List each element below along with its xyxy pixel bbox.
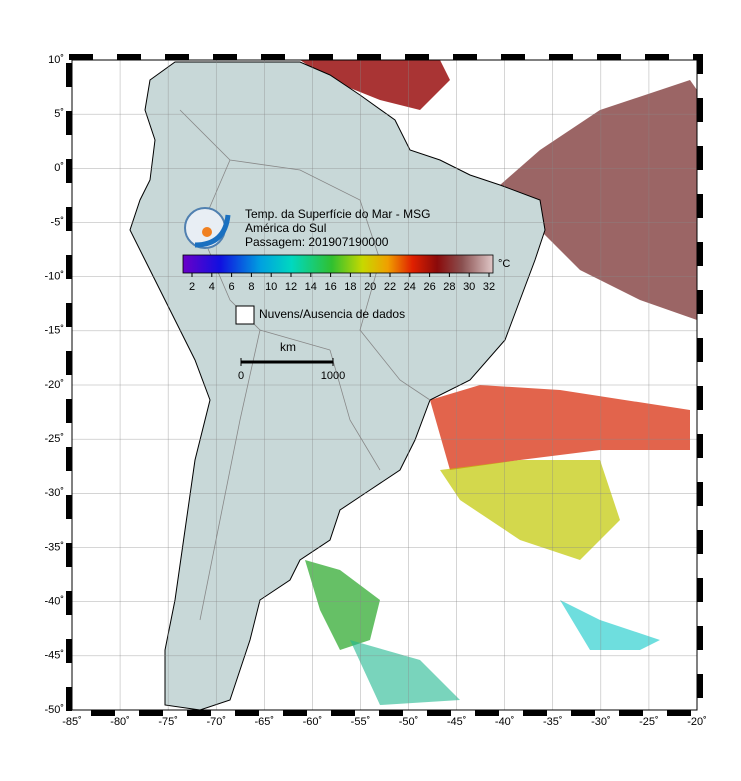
colorbar	[182, 254, 494, 274]
sst-patagonia-teal	[350, 640, 460, 705]
colorbar-tick-label: 24	[404, 281, 416, 293]
lon-label: -50˚	[399, 716, 419, 728]
colorbar-tick-label: 30	[463, 281, 475, 293]
lon-label: -40˚	[495, 716, 515, 728]
colorbar-tick-label: 4	[209, 281, 215, 293]
title-line: América do Sul	[245, 221, 326, 235]
legend-label: Nuvens/Ausencia de dados	[259, 307, 405, 321]
lat-label: 0˚	[54, 162, 64, 174]
lat-label: -25˚	[44, 433, 64, 445]
lat-label: -10˚	[44, 271, 64, 283]
colorbar-unit: °C	[498, 258, 510, 270]
lon-label: -35˚	[543, 716, 563, 728]
lat-label: 5˚	[54, 108, 64, 120]
colorbar-tick-label: 10	[265, 281, 277, 293]
lat-label: 10˚	[48, 54, 64, 66]
lat-label: -50˚	[44, 704, 64, 716]
continent	[129, 61, 546, 710]
sst-tropical	[500, 80, 697, 320]
title-line: Passagem: 201907190000	[245, 235, 389, 249]
colorbar-tick-label: 6	[229, 281, 235, 293]
sst-cyan	[560, 600, 660, 650]
colorbar-tick-label: 28	[443, 281, 455, 293]
colorbar-tick-label: 14	[305, 281, 317, 293]
colorbar-tick-label: 12	[285, 281, 297, 293]
scale-label: 0	[238, 370, 244, 382]
lat-label: -30˚	[44, 487, 64, 499]
borders	[179, 109, 431, 621]
sst-patagonia-green	[305, 560, 380, 650]
lat-label: -45˚	[44, 650, 64, 662]
lon-label: -45˚	[447, 716, 467, 728]
colorbar-tick-label: 26	[423, 281, 435, 293]
scale-label: 1000	[321, 370, 345, 382]
lat-label: -15˚	[44, 325, 64, 337]
colorbar-tick-label: 32	[483, 281, 495, 293]
sst-south-yellow	[440, 460, 620, 560]
lat-label: -35˚	[44, 541, 64, 553]
lon-label: -75˚	[158, 716, 178, 728]
lon-label: -80˚	[110, 716, 130, 728]
colorbar-tick-label: 22	[384, 281, 396, 293]
colorbar-tick-label: 18	[344, 281, 356, 293]
title-line: Temp. da Superfície do Mar - MSG	[245, 207, 430, 221]
frame-border	[66, 54, 703, 716]
lon-label: -20˚	[687, 716, 707, 728]
lat-label: -20˚	[44, 379, 64, 391]
scale-unit: km	[280, 340, 296, 354]
lon-label: -70˚	[206, 716, 226, 728]
lon-label: -85˚	[62, 716, 82, 728]
logo	[184, 207, 231, 249]
lat-label: -40˚	[44, 596, 64, 608]
lat-label: -5˚	[51, 216, 64, 228]
colorbar-tick-label: 8	[248, 281, 254, 293]
map-body	[129, 60, 697, 710]
lon-label: -25˚	[639, 716, 659, 728]
lon-label: -55˚	[351, 716, 371, 728]
colorbar-tick-label: 20	[364, 281, 376, 293]
sst-north	[300, 60, 450, 110]
colorbar-tick-label: 2	[189, 281, 195, 293]
colorbar-tick-label: 16	[324, 281, 336, 293]
lon-label: -30˚	[591, 716, 611, 728]
sst-south-red	[430, 385, 690, 470]
legend-swatch	[235, 305, 255, 325]
lon-label: -65˚	[255, 716, 275, 728]
lon-label: -60˚	[303, 716, 323, 728]
